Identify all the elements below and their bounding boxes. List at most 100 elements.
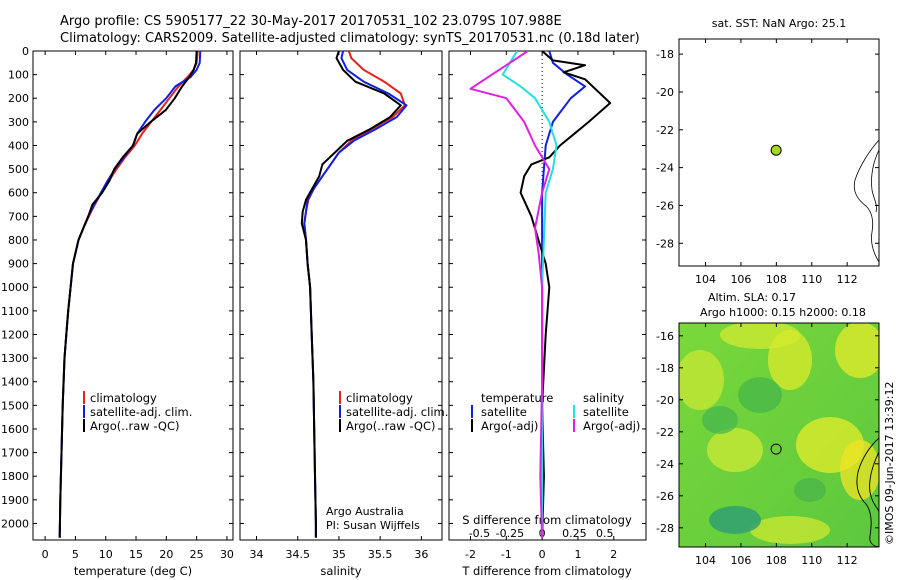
salinity-xlabel: salinity — [320, 564, 361, 578]
depth-tick-label: 0 — [22, 45, 29, 58]
series-group — [469, 51, 612, 538]
figure-title-line2: Climatology: CARS2009. Satellite-adjuste… — [60, 31, 640, 46]
legend-title-salinity: salinity — [583, 391, 624, 405]
depth-tick-label: 400 — [8, 139, 29, 152]
sst-map-frame — [678, 38, 880, 267]
depth-tick-label: 1100 — [1, 305, 29, 318]
x-tick-label: 34 — [249, 548, 263, 561]
series-group — [58, 51, 202, 538]
x-tick-label: 36 — [414, 548, 428, 561]
sla-map-y-tick-label: -18 — [656, 362, 674, 375]
sla-yellow-patch — [750, 516, 830, 544]
sla-map-y-tick-label: -28 — [656, 522, 674, 535]
depth-tick-label: 1200 — [1, 328, 29, 341]
legend-label-satellite-adj: satellite-adj. clim. — [346, 405, 448, 419]
difference-xlabel-S: S difference from climatology — [462, 513, 632, 527]
series-line-salinity-argo-adj — [469, 51, 551, 538]
depth-tick-label: 1600 — [1, 423, 29, 436]
sst-map-x-tick-label: 106 — [730, 273, 751, 286]
legend-label-temperature-satellite: satellite — [481, 405, 527, 419]
salinity-legend: climatology satellite-adj. clim. Argo(..… — [339, 391, 448, 433]
depth-tick-label: 1400 — [1, 376, 29, 389]
temperature-legend: climatology satellite-adj. clim. Argo(..… — [83, 391, 192, 433]
depth-tick-label: 500 — [8, 163, 29, 176]
depth-tick-label: 900 — [8, 258, 29, 271]
legend-label-argo: Argo(..raw -QC) — [90, 419, 180, 433]
x-tick-label-T: 0 — [539, 548, 546, 561]
sla-map-float-marker — [770, 443, 782, 455]
x-tick-label: 35 — [332, 548, 346, 561]
salinity-annotation-line2: PI: Susan Wijffels — [326, 519, 420, 532]
chart-marks: 0100200300400500600700800900100011001200… — [1, 39, 879, 567]
legend-label-salinity-satellite: satellite — [583, 405, 629, 419]
depth-tick-label: 1700 — [1, 447, 29, 460]
sst-map-coastline — [853, 139, 880, 263]
sla-map-y-tick-label: -26 — [656, 490, 674, 503]
sla-map-title-line2: Argo h1000: 0.15 h2000: 0.18 — [700, 306, 866, 319]
depth-tick-label: 700 — [8, 210, 29, 223]
sla-map-x-tick-label: 106 — [730, 554, 751, 567]
sla-dark-patch — [702, 406, 738, 434]
sst-map-x-tick-label: 108 — [766, 273, 787, 286]
sla-heatmap — [679, 323, 879, 547]
x-tick-label-S: 0.5 — [596, 527, 614, 540]
depth-tick-label: 800 — [8, 234, 29, 247]
sst-map-x-tick-label: 104 — [695, 273, 716, 286]
x-tick-label: 34.5 — [285, 548, 310, 561]
sla-dark-patch — [709, 506, 761, 534]
x-tick-label-T: 1 — [574, 548, 581, 561]
sla-map-x-tick-label: 104 — [695, 554, 716, 567]
sla-dark-patch — [794, 478, 826, 502]
salinity-panel-frame — [239, 50, 443, 541]
legend-title-temperature: temperature — [481, 391, 553, 405]
sla-map-x-tick-label: 110 — [801, 554, 822, 567]
depth-tick-label: 300 — [8, 116, 29, 129]
sla-map-frame — [678, 322, 880, 548]
x-tick-label: 15 — [129, 548, 143, 561]
series-line-climatology — [58, 51, 199, 538]
x-tick-label-T: -1 — [501, 548, 512, 561]
x-tick-label: 20 — [159, 548, 173, 561]
sla-map-coastline — [856, 437, 880, 548]
x-tick-label-S: -0.25 — [496, 527, 524, 540]
imos-timestamp-label: ©IMOS 09-Jun-2017 13:39:12 — [883, 381, 896, 545]
legend-label-climatology: climatology — [90, 391, 157, 405]
depth-tick-label: 1500 — [1, 399, 29, 412]
difference-panel-frame — [448, 50, 647, 541]
x-tick-label: 0 — [42, 548, 49, 561]
x-tick-label: 10 — [99, 548, 113, 561]
sst-map-y-tick-label: -26 — [656, 199, 674, 212]
legend-label-salinity-argo: Argo(-adj) — [583, 419, 640, 433]
series-line-climatology — [303, 51, 406, 538]
depth-tick-label: 100 — [8, 69, 29, 82]
sla-map-title-line1: Altim. SLA: 0.17 — [708, 291, 796, 304]
sla-map-x-tick-label: 112 — [837, 554, 858, 567]
sst-map-float-marker — [770, 144, 782, 156]
x-tick-label-S: -0.5 — [469, 527, 490, 540]
sst-map-title: sat. SST: NaN Argo: 25.1 — [712, 17, 846, 30]
x-tick-label: 35.5 — [368, 548, 393, 561]
difference-xlabel-T: T difference from climatology — [461, 564, 632, 578]
sla-map-y-tick-label: -24 — [656, 458, 674, 471]
x-tick-label: 25 — [190, 548, 204, 561]
figure-title-line1: Argo profile: CS 5905177_22 30-May-2017 … — [60, 14, 562, 29]
sla-yellow-patch — [840, 440, 879, 500]
sst-map-coastline-inner — [871, 149, 880, 213]
sla-map-y-tick-label: -16 — [656, 330, 674, 343]
series-line-temperature-argo-adj — [519, 51, 612, 538]
sla-yellow-patch — [679, 350, 724, 410]
x-tick-label-T: -2 — [465, 548, 476, 561]
sla-map-y-tick-label: -22 — [656, 426, 674, 439]
sla-map-coastline-inner — [869, 451, 880, 513]
legend-label-satellite-adj: satellite-adj. clim. — [90, 405, 192, 419]
sst-map-y-tick-label: -28 — [656, 237, 674, 250]
x-tick-label-S: 0.25 — [562, 527, 587, 540]
sst-map-y-tick-label: -22 — [656, 124, 674, 137]
depth-tick-label: 200 — [8, 92, 29, 105]
difference-legend: temperature salinity satellite Argo(-adj… — [471, 391, 640, 433]
x-tick-label-T: 2 — [610, 548, 617, 561]
sla-dark-patch — [738, 377, 782, 413]
salinity-annotation-line1: Argo Australia — [326, 505, 404, 518]
sla-yellow-patch — [707, 428, 763, 472]
